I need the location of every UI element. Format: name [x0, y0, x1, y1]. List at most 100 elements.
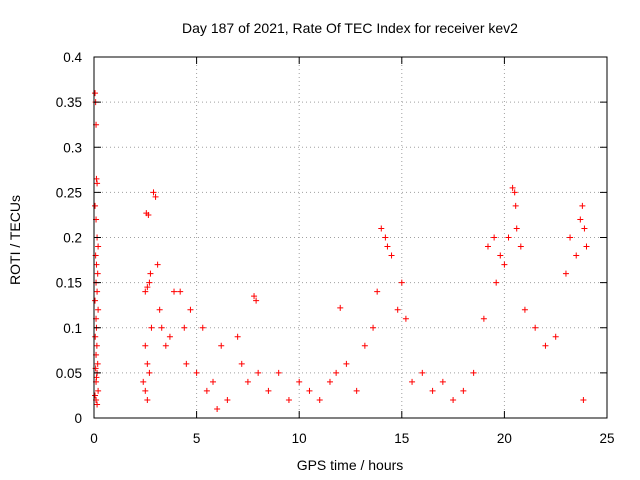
y-tick-label: 0.05	[56, 366, 82, 381]
data-point	[92, 202, 99, 209]
data-point	[255, 369, 262, 376]
data-point	[573, 252, 580, 259]
data-point	[460, 387, 467, 394]
data-point	[144, 284, 151, 291]
data-point	[542, 342, 549, 349]
data-point	[512, 202, 519, 209]
data-point	[95, 306, 102, 313]
data-point	[156, 306, 163, 313]
data-point	[94, 401, 101, 408]
data-point	[517, 243, 524, 250]
data-point	[148, 324, 155, 331]
x-axis-label: GPS time / hours	[297, 457, 404, 473]
data-point	[166, 333, 173, 340]
data-point	[581, 225, 588, 232]
data-point	[394, 306, 401, 313]
data-point	[567, 234, 574, 241]
data-point	[484, 243, 491, 250]
data-point	[92, 392, 99, 399]
data-point	[509, 184, 516, 191]
data-point	[238, 360, 245, 367]
data-point	[146, 279, 153, 286]
data-point	[244, 378, 251, 385]
data-point	[183, 360, 190, 367]
data-point	[144, 396, 151, 403]
data-point	[439, 378, 446, 385]
data-point	[419, 369, 426, 376]
data-point	[388, 252, 395, 259]
data-point	[158, 324, 165, 331]
data-point	[296, 378, 303, 385]
data-point	[187, 306, 194, 313]
data-point	[333, 369, 340, 376]
data-point	[384, 243, 391, 250]
data-point	[398, 279, 405, 286]
x-tick-label: 5	[193, 431, 201, 446]
data-point	[552, 333, 559, 340]
data-point	[505, 234, 512, 241]
data-points	[92, 90, 590, 412]
data-point	[181, 324, 188, 331]
data-point	[162, 342, 169, 349]
data-point	[147, 270, 154, 277]
data-point	[145, 211, 152, 218]
data-point	[95, 243, 102, 250]
data-point	[532, 324, 539, 331]
data-point	[378, 225, 385, 232]
data-point	[562, 270, 569, 277]
data-point	[580, 396, 587, 403]
data-point	[265, 387, 272, 394]
data-point	[94, 288, 101, 295]
data-point	[93, 342, 100, 349]
x-tick-label: 0	[90, 431, 98, 446]
data-point	[203, 387, 210, 394]
data-point	[480, 315, 487, 322]
data-point	[470, 369, 477, 376]
y-tick-label: 0.15	[56, 276, 82, 291]
data-point	[210, 378, 217, 385]
data-point	[193, 369, 200, 376]
y-axis-label: ROTI / TECUs	[7, 195, 23, 285]
data-point	[177, 288, 184, 295]
y-tick-label: 0.25	[56, 185, 82, 200]
data-point	[343, 360, 350, 367]
data-point	[150, 189, 157, 196]
data-point	[142, 342, 149, 349]
data-point	[579, 202, 586, 209]
data-point	[374, 288, 381, 295]
y-tick-label: 0.2	[63, 231, 82, 246]
data-point	[497, 252, 504, 259]
data-point	[285, 396, 292, 403]
data-point	[146, 369, 153, 376]
data-point	[513, 225, 520, 232]
data-point	[491, 234, 498, 241]
data-point	[577, 216, 584, 223]
x-tick-label: 20	[497, 431, 512, 446]
data-point	[409, 378, 416, 385]
data-point	[95, 387, 102, 394]
data-point	[218, 342, 225, 349]
axis-ticks: 0 0.05 0.1 0.15 0.2 0.25 0.3 0.35 0.4 0 5 10 15 20 25	[56, 50, 615, 446]
data-point	[152, 193, 159, 200]
data-point	[171, 288, 178, 295]
data-point	[521, 306, 528, 313]
x-tick-label: 25	[599, 431, 614, 446]
data-point	[142, 288, 149, 295]
y-tick-label: 0	[74, 411, 82, 426]
data-point	[353, 387, 360, 394]
data-point	[511, 189, 518, 196]
data-point	[234, 333, 241, 340]
data-point	[92, 333, 99, 340]
data-point	[429, 387, 436, 394]
data-point	[326, 378, 333, 385]
data-point	[94, 270, 101, 277]
data-point	[306, 387, 313, 394]
y-tick-label: 0.4	[63, 50, 82, 65]
data-point	[370, 324, 377, 331]
y-tick-label: 0.3	[63, 140, 82, 155]
data-point	[275, 369, 282, 376]
data-point	[144, 360, 151, 367]
data-point	[94, 360, 101, 367]
data-point	[450, 396, 457, 403]
